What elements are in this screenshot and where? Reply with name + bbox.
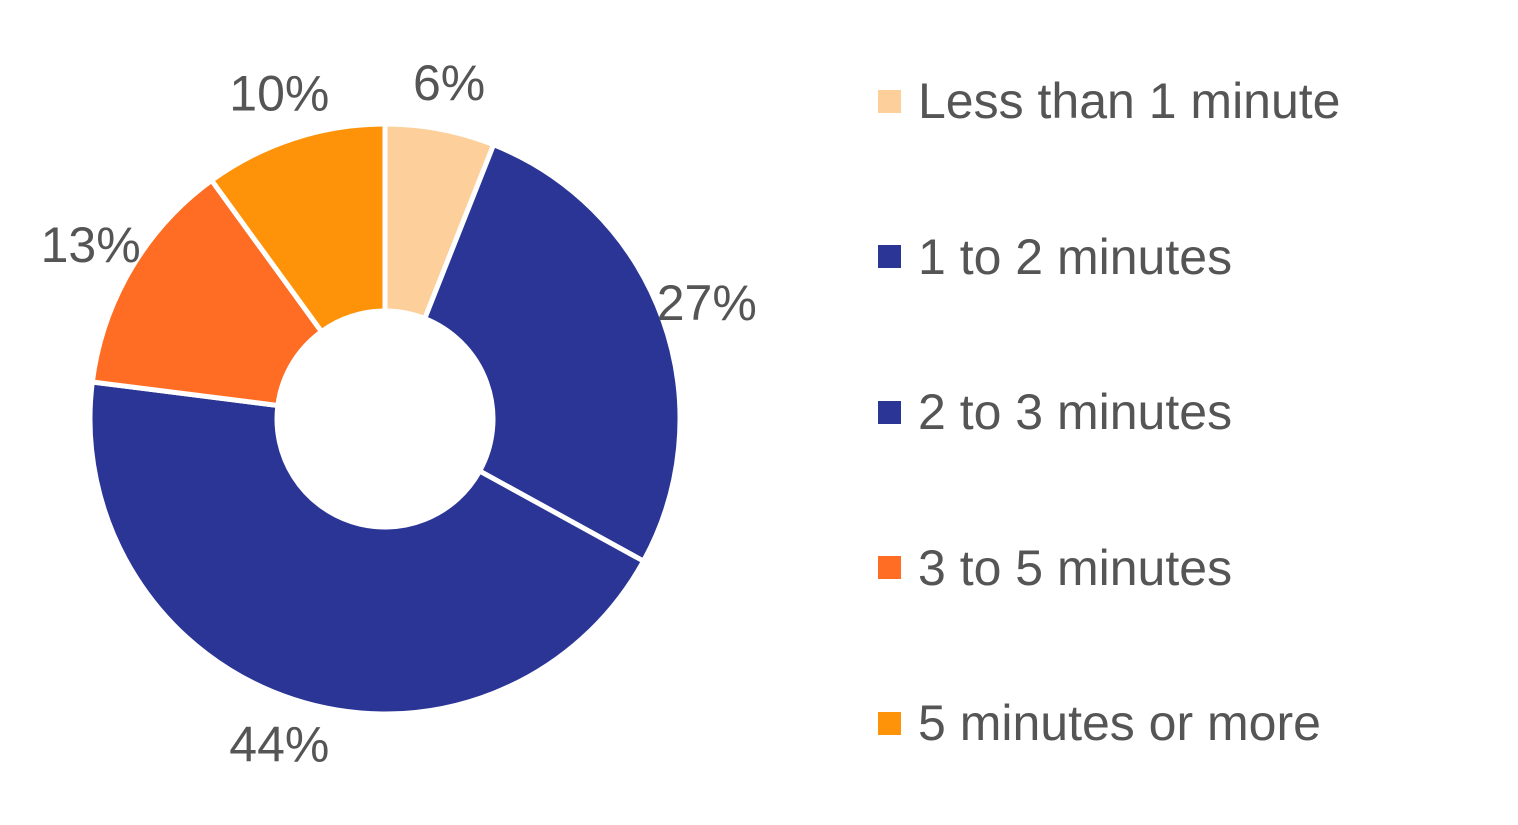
legend-label: Less than 1 minute bbox=[918, 73, 1341, 129]
legend-label: 2 to 3 minutes bbox=[918, 384, 1233, 440]
slice-2-to-3-minutes bbox=[87, 379, 647, 717]
slice-1-to-2-minutes bbox=[421, 141, 683, 565]
legend-item-5-minutes-or-more: 5 minutes or more bbox=[878, 692, 1341, 754]
legend-item-2-to-3-minutes: 2 to 3 minutes bbox=[878, 381, 1341, 443]
data-label-less-than-1-minute: 6% bbox=[413, 55, 485, 111]
legend-swatch bbox=[878, 711, 901, 735]
legend-label: 3 to 5 minutes bbox=[918, 539, 1233, 596]
legend-swatch bbox=[878, 400, 901, 424]
slice-labels: 6% 27% 44% 13% 10% bbox=[41, 55, 757, 772]
data-label-5-minutes-or-more: 10% bbox=[229, 66, 329, 122]
data-label-2-to-3-minutes: 44% bbox=[229, 716, 329, 772]
chart-legend: Less than 1 minute 1 to 2 minutes 2 to 3 m… bbox=[878, 70, 1341, 754]
data-label-1-to-2-minutes: 27% bbox=[657, 275, 757, 331]
legend-swatch bbox=[878, 89, 901, 113]
legend-label: 5 minutes or more bbox=[918, 695, 1321, 751]
legend-label: 1 to 2 minutes bbox=[918, 228, 1233, 285]
slice-3-to-5-minutes bbox=[89, 176, 326, 409]
legend-item-less-than-1-minute: Less than 1 minute bbox=[878, 70, 1341, 132]
data-label-3-to-5-minutes: 13% bbox=[41, 217, 141, 273]
legend-item-3-to-5-minutes: 3 to 5 minutes bbox=[878, 537, 1341, 599]
slice-5-minutes-or-more bbox=[208, 121, 388, 336]
legend-swatch bbox=[878, 556, 901, 579]
legend-swatch bbox=[878, 245, 901, 268]
donut-slices bbox=[87, 121, 683, 717]
legend-item-1-to-2-minutes: 1 to 2 minutes bbox=[878, 226, 1341, 288]
